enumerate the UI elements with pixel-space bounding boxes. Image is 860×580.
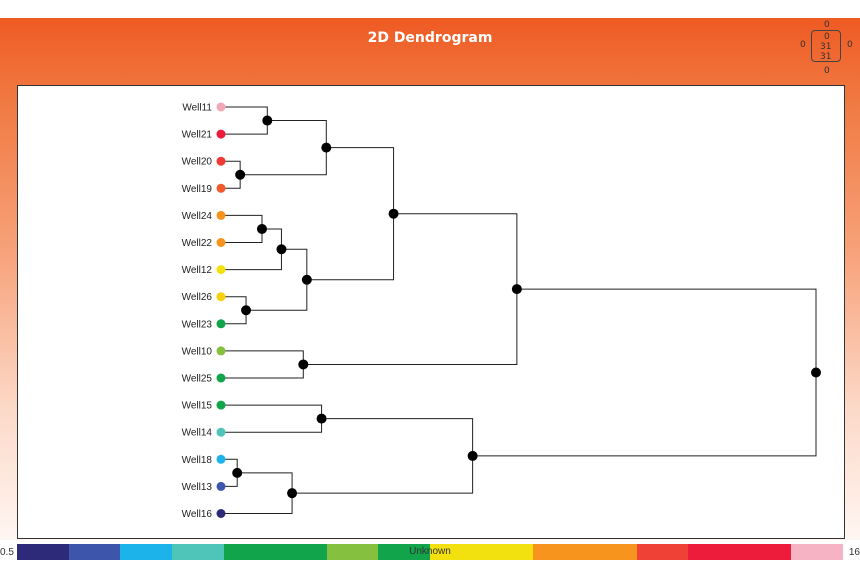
color-scale-min: 0.5 (0, 547, 14, 558)
leaf-label: Well18 (182, 455, 213, 466)
leaf-label: Well22 (182, 238, 213, 249)
dendrogram-branch (303, 213, 518, 365)
color-scale-segment (326, 544, 379, 560)
leaf-marker (216, 210, 226, 220)
dendrogram-branch (240, 120, 327, 176)
navigator-top-value: 0 (824, 20, 830, 30)
merge-node (262, 115, 273, 126)
leaf-marker (216, 346, 226, 356)
dendrogram-branch (306, 147, 395, 281)
leaf-marker (216, 156, 226, 166)
leaf-label: Well11 (182, 103, 212, 114)
leaf-label: Well26 (182, 292, 213, 303)
navigator-center-top: 0 (824, 32, 830, 42)
merge-node (467, 450, 478, 461)
view-navigator-widget[interactable]: 0 0 0 0 0 31 31 (798, 18, 860, 80)
leaf-marker (216, 319, 226, 329)
view-navigator-box[interactable] (811, 30, 841, 62)
leaf-marker (216, 183, 226, 193)
dendrogram-branch (472, 288, 817, 457)
leaf-marker (216, 481, 226, 491)
color-scale: 0.5 Unknown 16 (0, 544, 860, 560)
color-scale-segment (120, 544, 172, 560)
leaf-label: Well10 (182, 346, 213, 357)
leaf-marker (216, 509, 226, 518)
merge-node (232, 467, 243, 478)
leaf-label: Well13 (182, 482, 213, 493)
color-scale-segment (481, 544, 534, 560)
leaf-label: Well25 (182, 374, 213, 385)
merge-node (235, 169, 246, 180)
leaf-marker (216, 102, 226, 112)
color-scale-segment (223, 544, 276, 560)
color-scale-segment (688, 544, 740, 560)
dendrogram-branch (221, 472, 293, 514)
color-scale-segment (739, 544, 792, 560)
leaf-label: Well20 (182, 157, 213, 168)
color-scale-label: Unknown (409, 546, 451, 557)
navigator-right-value: 0 (847, 40, 853, 50)
navigator-center-bot: 31 (820, 52, 832, 62)
leaf-label: Well21 (182, 130, 213, 141)
dendrogram-branch (221, 404, 323, 433)
merge-node (301, 274, 312, 285)
color-scale-segment (17, 544, 69, 560)
merge-node (811, 367, 821, 378)
dendrogram-branch (221, 350, 304, 379)
leaf-label: Well23 (182, 319, 213, 330)
merge-node (388, 208, 399, 219)
leaf-marker (216, 454, 226, 464)
dendrogram-branch (221, 228, 282, 271)
leaf-marker (216, 400, 226, 410)
dendrogram-branch (221, 106, 268, 135)
merge-node (511, 284, 522, 295)
leaf-marker (216, 129, 226, 139)
chart-title: 2D Dendrogram (367, 30, 493, 46)
merge-node (241, 305, 252, 316)
leaf-marker (216, 265, 226, 275)
dendrogram-svg: Well11 Well21 Well20 Well19 Well24 Well22 Well… (182, 102, 821, 520)
navigator-bottom-value: 0 (824, 66, 830, 76)
color-scale-segment (378, 544, 430, 560)
dendrogram-branch (221, 214, 263, 243)
leaf-label: Well24 (182, 211, 213, 222)
leaf-marker (216, 238, 226, 247)
dendrogram-branch (246, 248, 308, 311)
color-scale-segment (533, 544, 585, 560)
color-scale-segment (275, 544, 327, 560)
leaf-label: Well12 (182, 265, 213, 276)
leaf-marker (216, 292, 226, 302)
color-scale-segment (430, 544, 482, 560)
navigator-center-mid: 31 (820, 42, 832, 52)
leaf-label: Well15 (182, 401, 213, 412)
dendrogram-branch (292, 418, 474, 494)
color-scale-segment (636, 544, 689, 560)
color-scale-segment (791, 544, 843, 560)
merge-node (287, 488, 298, 499)
color-scale-bar (17, 544, 843, 560)
merge-node (321, 142, 332, 153)
leaf-label: Well16 (182, 509, 213, 520)
merge-node (256, 223, 267, 234)
leaf-label: Well19 (182, 184, 213, 195)
color-scale-max: 16 (848, 547, 860, 558)
leaf-label: Well14 (182, 428, 213, 439)
merge-node (276, 244, 287, 255)
color-scale-segment (171, 544, 224, 560)
navigator-left-value: 0 (800, 40, 806, 50)
color-scale-segment (584, 544, 637, 560)
plot-area[interactable]: Well11 Well21 Well20 Well19 Well24 Well22 Well… (17, 85, 845, 539)
merge-node (298, 359, 309, 370)
leaf-marker (216, 373, 226, 383)
merge-node (316, 413, 327, 424)
color-scale-segment (68, 544, 121, 560)
leaf-marker (216, 427, 226, 437)
